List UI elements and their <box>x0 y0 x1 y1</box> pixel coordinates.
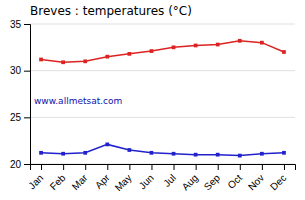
annotation: www.allmetsat.com <box>33 95 123 107</box>
series-marker <box>216 43 220 47</box>
y-tick-mark <box>24 164 30 165</box>
series-line <box>41 144 284 155</box>
x-tick: Apr <box>93 164 112 191</box>
series-marker <box>128 148 132 152</box>
series-marker <box>39 58 43 62</box>
series-marker <box>61 60 65 64</box>
chart: 20 25 30 35 JanFebMarAprMayJun JulAugSepOctNo… <box>0 0 305 200</box>
x-tick-label: Jan <box>26 172 45 191</box>
series-marker <box>83 59 87 63</box>
x-tick-mark <box>85 164 86 170</box>
series-marker <box>105 143 109 147</box>
x-tick-mark <box>240 164 241 170</box>
plot-area: 20 25 30 35 JanFebMarAprMayJun JulAugSepOctNo… <box>10 19 296 194</box>
x-tick: Jul <box>161 164 178 189</box>
series-marker <box>105 55 109 59</box>
series-marker <box>282 50 286 54</box>
x-tick-label: Jul <box>161 172 178 189</box>
series-marker <box>150 151 154 155</box>
x-tick-label: Oct <box>225 172 244 191</box>
x-tick: Jan <box>26 164 45 191</box>
x-tick-label: Jun <box>137 172 156 191</box>
x-tick: Mar <box>70 164 90 192</box>
x-axis: JanFebMarAprMayJun JulAugSepOctNovDec <box>26 164 295 193</box>
series-marker <box>150 49 154 53</box>
series-marker <box>238 154 242 158</box>
x-tick-mark <box>262 164 263 170</box>
series-marker <box>194 153 198 157</box>
x-tick-label: Sep <box>202 172 223 193</box>
annotation-background <box>33 95 123 107</box>
series-line <box>41 41 284 62</box>
x-axis-line <box>31 165 296 171</box>
y-tick-label: 20 <box>10 159 22 170</box>
series-marker <box>39 151 43 155</box>
y-axis: 20 25 30 35 <box>10 19 31 170</box>
x-tick-label: Mar <box>70 172 90 192</box>
y-tick-mark <box>24 24 30 25</box>
grid-line <box>30 70 295 71</box>
y-tick-label: 30 <box>10 65 22 76</box>
series-marker <box>282 151 286 155</box>
x-tick: Sep <box>202 164 223 192</box>
x-tick-mark <box>284 164 285 170</box>
x-tick: Nov <box>246 164 266 192</box>
x-tick-label: May <box>113 172 134 193</box>
series-marker <box>83 151 87 155</box>
series-marker <box>194 44 198 48</box>
y-tick-mark <box>24 71 30 72</box>
y-axis-line <box>24 25 31 165</box>
grid-line <box>30 24 295 25</box>
x-tick-mark <box>218 164 219 170</box>
x-tick-label: Apr <box>93 172 112 191</box>
title: Breves : temperatures (°C) <box>30 4 192 18</box>
x-tick: Dec <box>268 164 288 192</box>
y-tick-label: 25 <box>10 112 22 123</box>
y-tick: 35 <box>10 19 30 30</box>
annotation-text: www.allmetsat.com <box>34 96 122 106</box>
x-tick: Aug <box>180 164 200 192</box>
x-tick-mark <box>196 164 197 170</box>
x-tick-mark <box>63 164 64 170</box>
x-tick: Oct <box>225 164 244 191</box>
x-tick: May <box>113 164 134 193</box>
x-tick-mark <box>151 164 152 170</box>
x-tick-mark <box>174 164 175 170</box>
series-marker <box>128 52 132 56</box>
y-tick-label: 35 <box>10 19 22 30</box>
x-tick-label: Feb <box>48 172 68 192</box>
x-tick-label: Dec <box>268 172 288 192</box>
y-tick-mark <box>24 117 30 118</box>
series-marker <box>238 39 242 43</box>
x-tick-mark <box>41 164 42 170</box>
series-marker <box>260 152 264 156</box>
x-tick-label: Nov <box>246 172 266 192</box>
x-tick-mark <box>107 164 108 170</box>
x-tick: Feb <box>48 164 68 192</box>
y-tick: 20 <box>10 159 30 170</box>
series-marker <box>172 45 176 49</box>
grid <box>30 24 295 164</box>
x-tick: Jun <box>137 164 156 191</box>
y-tick: 25 <box>10 112 30 123</box>
series-marker <box>172 152 176 156</box>
series-marker <box>61 152 65 156</box>
grid-line <box>30 117 295 118</box>
x-tick-mark <box>129 164 130 170</box>
y-tick: 30 <box>10 65 30 76</box>
x-tick-label: Aug <box>180 172 200 192</box>
series-marker <box>216 153 220 157</box>
series-marker <box>260 41 264 45</box>
